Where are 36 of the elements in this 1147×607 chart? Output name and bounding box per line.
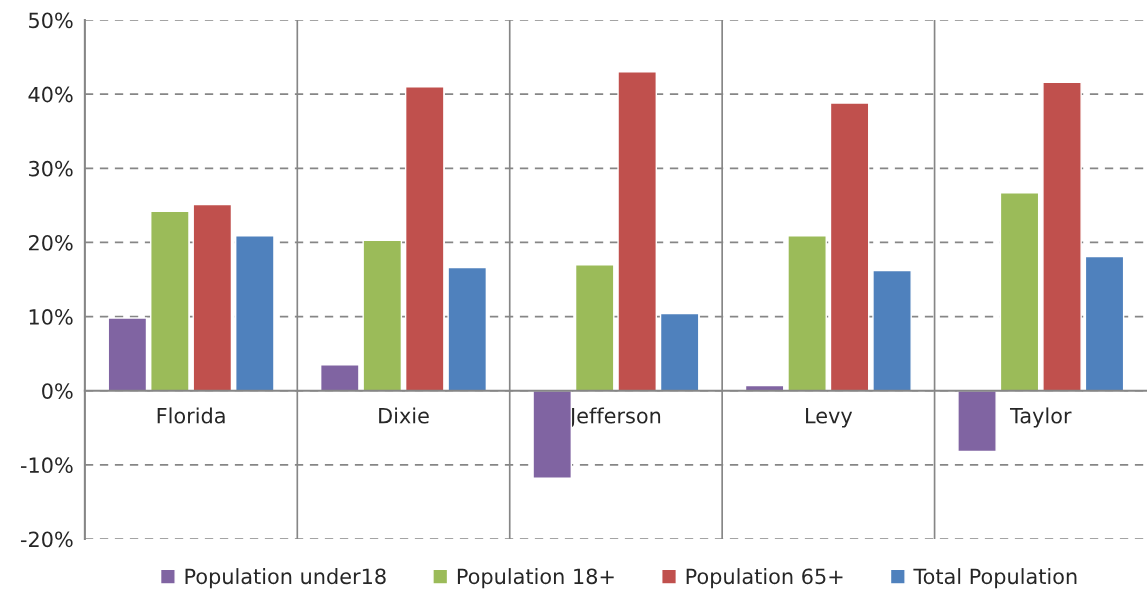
bar bbox=[235, 235, 275, 392]
legend-label: Population 18+ bbox=[457, 568, 614, 589]
bar bbox=[1084, 255, 1125, 392]
bar bbox=[999, 192, 1040, 392]
y-tick-label: 0% bbox=[42, 383, 73, 399]
bar bbox=[617, 71, 657, 392]
y-tick-label: 40% bbox=[28, 86, 73, 103]
bar bbox=[107, 317, 148, 392]
x-tick-label: Levy bbox=[806, 408, 853, 428]
legend-label: Population 65+ bbox=[686, 568, 843, 589]
bar bbox=[829, 102, 870, 392]
bar bbox=[1042, 81, 1082, 392]
bar bbox=[447, 266, 488, 392]
legend-label: Population under18 bbox=[185, 568, 386, 589]
bar bbox=[192, 203, 233, 392]
y-tick-label: 50% bbox=[29, 12, 73, 29]
legend-label: Total Population bbox=[913, 568, 1077, 589]
bar bbox=[319, 364, 360, 392]
x-tick-label: Dixie bbox=[379, 407, 429, 424]
x-tick-label: Florida bbox=[157, 407, 225, 424]
y-tick-label: -10% bbox=[20, 457, 73, 474]
x-tick-label: Taylor bbox=[1009, 407, 1072, 428]
bar bbox=[957, 390, 997, 453]
bar bbox=[150, 210, 190, 392]
bar bbox=[659, 312, 700, 392]
x-tick-label: Jefferson bbox=[568, 407, 661, 428]
bar bbox=[532, 390, 573, 479]
bar bbox=[404, 86, 445, 392]
bar bbox=[362, 239, 403, 392]
y-tick-label: 20% bbox=[28, 234, 73, 251]
y-tick-label: -20% bbox=[20, 531, 73, 548]
bar bbox=[574, 264, 615, 392]
bar bbox=[787, 235, 827, 392]
y-tick-label: 30% bbox=[29, 160, 73, 177]
y-tick-label: 10% bbox=[29, 309, 73, 325]
bar bbox=[872, 269, 912, 392]
